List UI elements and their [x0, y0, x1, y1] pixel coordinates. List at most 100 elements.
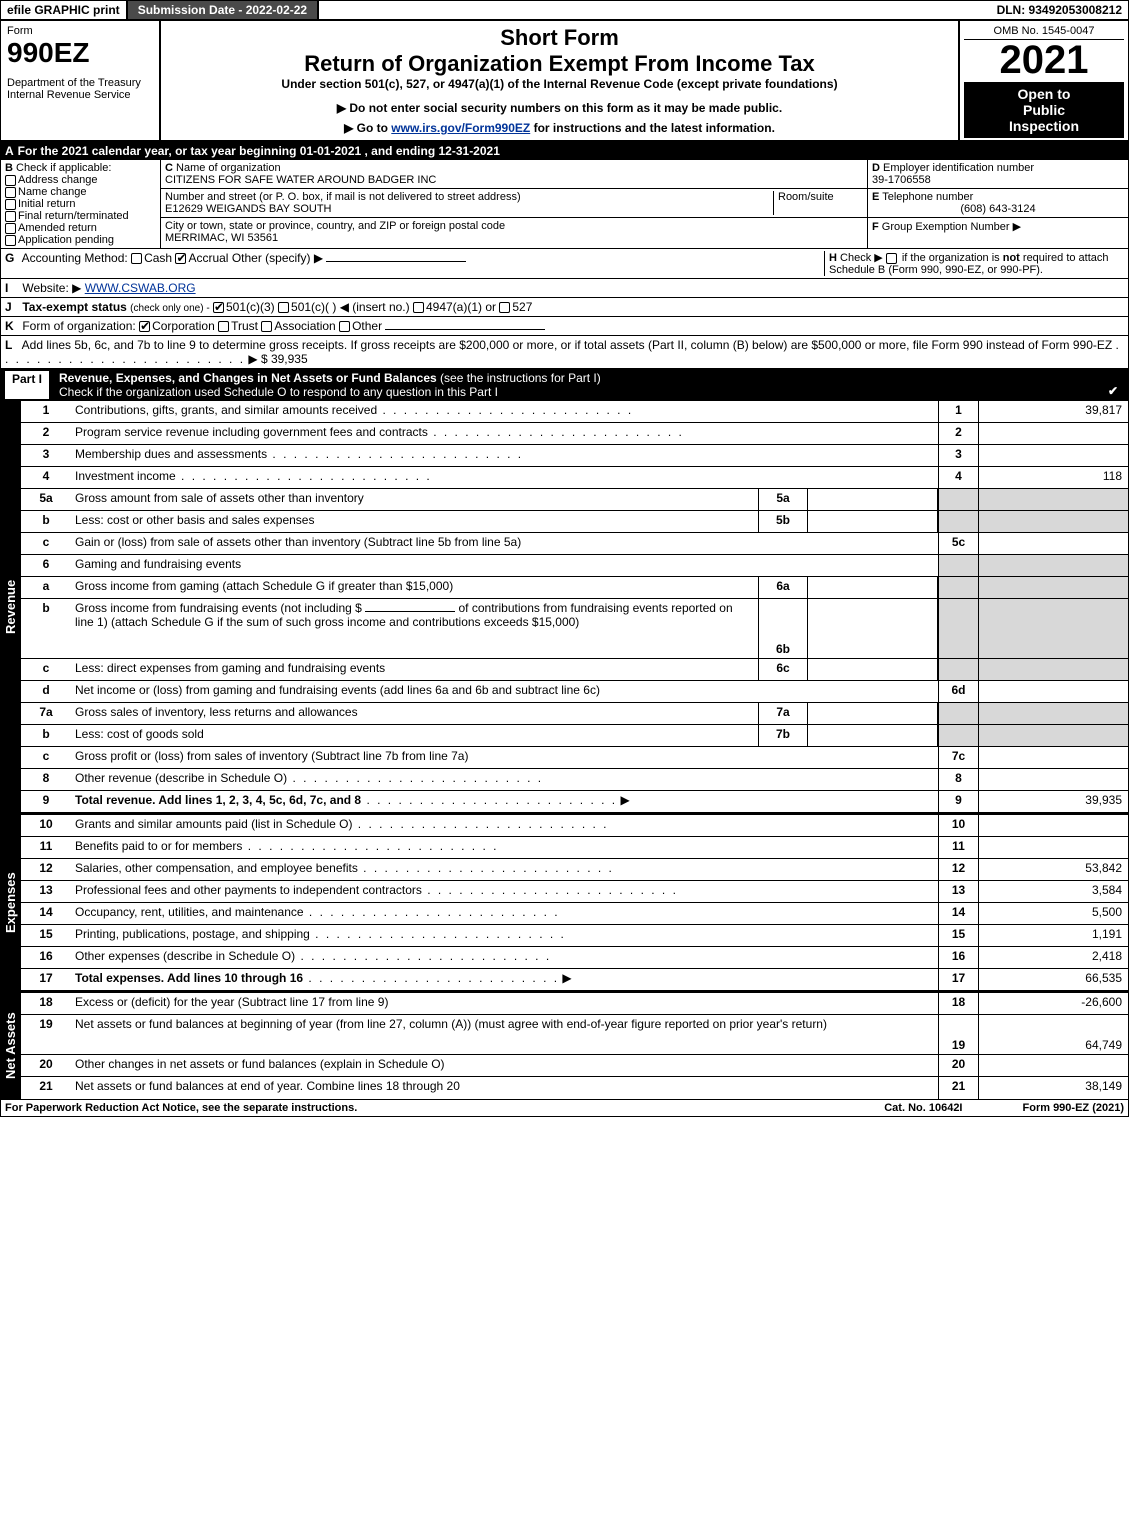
checkbox-corp[interactable]	[139, 321, 150, 332]
l2-val	[978, 423, 1128, 444]
checkbox-part1-schedule-o[interactable]	[1107, 386, 1118, 397]
line-17: 17 Total expenses. Add lines 10 through …	[21, 969, 1128, 991]
col-c: C Name of organization CITIZENS FOR SAFE…	[161, 160, 868, 248]
l7b-inval	[808, 725, 938, 746]
block-b-c-d-e-f: B Check if applicable: Address change Na…	[1, 160, 1128, 249]
checkbox-assoc[interactable]	[261, 321, 272, 332]
l1-dots	[377, 403, 633, 417]
line-5a: 5a Gross amount from sale of assets othe…	[21, 489, 1128, 511]
row-a-text: For the 2021 calendar year, or tax year …	[18, 144, 500, 158]
line-1: 1 Contributions, gifts, grants, and simi…	[21, 401, 1128, 423]
row-a-label: A	[5, 144, 14, 158]
l7b-val	[978, 725, 1128, 746]
expenses-side-label: Expenses	[1, 815, 21, 991]
h-text2: if the organization is	[902, 252, 1003, 264]
opt-amended-return: Amended return	[18, 222, 97, 234]
row-g-h: G Accounting Method: Cash Accrual Other …	[1, 249, 1128, 279]
checkbox-other-org[interactable]	[339, 321, 350, 332]
checkbox-501c[interactable]	[278, 302, 289, 313]
l6-num: 6	[21, 555, 71, 576]
l6a-innum: 6a	[758, 577, 808, 598]
checkbox-name-change[interactable]	[5, 187, 16, 198]
l5a-ln	[938, 489, 978, 510]
part-1-header: Part I Revenue, Expenses, and Changes in…	[1, 369, 1128, 401]
l6b-blank[interactable]	[365, 611, 455, 612]
c-label: C	[165, 162, 173, 174]
line-13: 13 Professional fees and other payments …	[21, 881, 1128, 903]
city-label: City or town, state or province, country…	[165, 220, 505, 232]
checkbox-h[interactable]	[886, 253, 897, 264]
l5b-num: b	[21, 511, 71, 532]
l7a-inval	[808, 703, 938, 724]
l13-desc: Professional fees and other payments to …	[71, 881, 938, 902]
l15-num: 15	[21, 925, 71, 946]
l10-val	[978, 815, 1128, 836]
l6b-desc: Gross income from fundraising events (no…	[71, 599, 758, 658]
l6a-inval	[808, 577, 938, 598]
l5a-num: 5a	[21, 489, 71, 510]
inspect-2: Public	[966, 102, 1122, 118]
l11-num: 11	[21, 837, 71, 858]
checkbox-4947[interactable]	[413, 302, 424, 313]
l5b-ln	[938, 511, 978, 532]
l12-ln: 12	[938, 859, 978, 880]
l13-num: 13	[21, 881, 71, 902]
l6c-inval	[808, 659, 938, 680]
l-amt: 39,935	[271, 352, 308, 366]
line-6b: b Gross income from fundraising events (…	[21, 599, 1128, 659]
l9-text: Total revenue. Add lines 1, 2, 3, 4, 5c,…	[75, 793, 361, 807]
form-page: efile GRAPHIC print Submission Date - 20…	[0, 0, 1129, 1117]
checkbox-trust[interactable]	[218, 321, 229, 332]
k-o3: Association	[274, 319, 335, 333]
l9-desc: Total revenue. Add lines 1, 2, 3, 4, 5c,…	[71, 791, 938, 812]
part-1-box: Part I	[5, 371, 49, 399]
l-text: Add lines 5b, 6c, and 7b to line 9 to de…	[22, 338, 1113, 352]
l6-val	[978, 555, 1128, 576]
l14-desc: Occupancy, rent, utilities, and maintena…	[71, 903, 938, 924]
l7b-desc: Less: cost of goods sold	[71, 725, 758, 746]
l6b-val	[978, 599, 1128, 658]
checkbox-accrual[interactable]	[175, 253, 186, 264]
row-i: I Website: ▶ WWW.CSWAB.ORG	[1, 279, 1128, 298]
line-19: 19 Net assets or fund balances at beginn…	[21, 1015, 1128, 1055]
note-goto: ▶ Go to www.irs.gov/Form990EZ for instru…	[167, 121, 952, 135]
room-suite-label: Room/suite	[778, 191, 834, 203]
l-label: L	[5, 338, 19, 352]
row-k: K Form of organization: Corporation Trus…	[1, 317, 1128, 336]
l17-text: Total expenses. Add lines 10 through 16	[75, 971, 303, 985]
checkbox-amended-return[interactable]	[5, 223, 16, 234]
k-other-input[interactable]	[385, 329, 545, 330]
l21-num: 21	[21, 1077, 71, 1099]
g-other-input[interactable]	[326, 261, 466, 262]
k-label: K	[5, 319, 19, 333]
l5c-val	[978, 533, 1128, 554]
checkbox-address-change[interactable]	[5, 175, 16, 186]
l5b-val	[978, 511, 1128, 532]
form-id-post: (2021)	[1089, 1102, 1124, 1114]
l10-text: Grants and similar amounts paid (list in…	[75, 817, 352, 831]
checkbox-initial-return[interactable]	[5, 199, 16, 210]
l5c-num: c	[21, 533, 71, 554]
website-link[interactable]: WWW.CSWAB.ORG	[85, 281, 196, 295]
l6d-desc: Net income or (loss) from gaming and fun…	[71, 681, 938, 702]
short-form-title: Short Form	[167, 25, 952, 51]
irs-link[interactable]: www.irs.gov/Form990EZ	[391, 121, 530, 135]
l5a-desc: Gross amount from sale of assets other t…	[71, 489, 758, 510]
col-c-street-block: Number and street (or P. O. box, if mail…	[161, 189, 867, 218]
form-number: 990EZ	[7, 37, 153, 69]
checkbox-app-pending[interactable]	[5, 235, 16, 246]
checkbox-final-return[interactable]	[5, 211, 16, 222]
opt-name-change: Name change	[18, 186, 87, 198]
l4-num: 4	[21, 467, 71, 488]
l6d-text: Net income or (loss) from gaming and fun…	[75, 683, 600, 697]
dln-label: DLN: 93492053008212	[991, 1, 1128, 19]
l16-ln: 16	[938, 947, 978, 968]
checkbox-501c3[interactable]	[213, 302, 224, 313]
checkbox-527[interactable]	[499, 302, 510, 313]
k-o1: Corporation	[152, 319, 215, 333]
checkbox-cash[interactable]	[131, 253, 142, 264]
part-1-title-wrap: Revenue, Expenses, and Changes in Net As…	[59, 371, 1091, 399]
line-11: 11 Benefits paid to or for members 11	[21, 837, 1128, 859]
l20-val	[978, 1055, 1128, 1076]
expenses-rows: 10 Grants and similar amounts paid (list…	[21, 815, 1128, 991]
